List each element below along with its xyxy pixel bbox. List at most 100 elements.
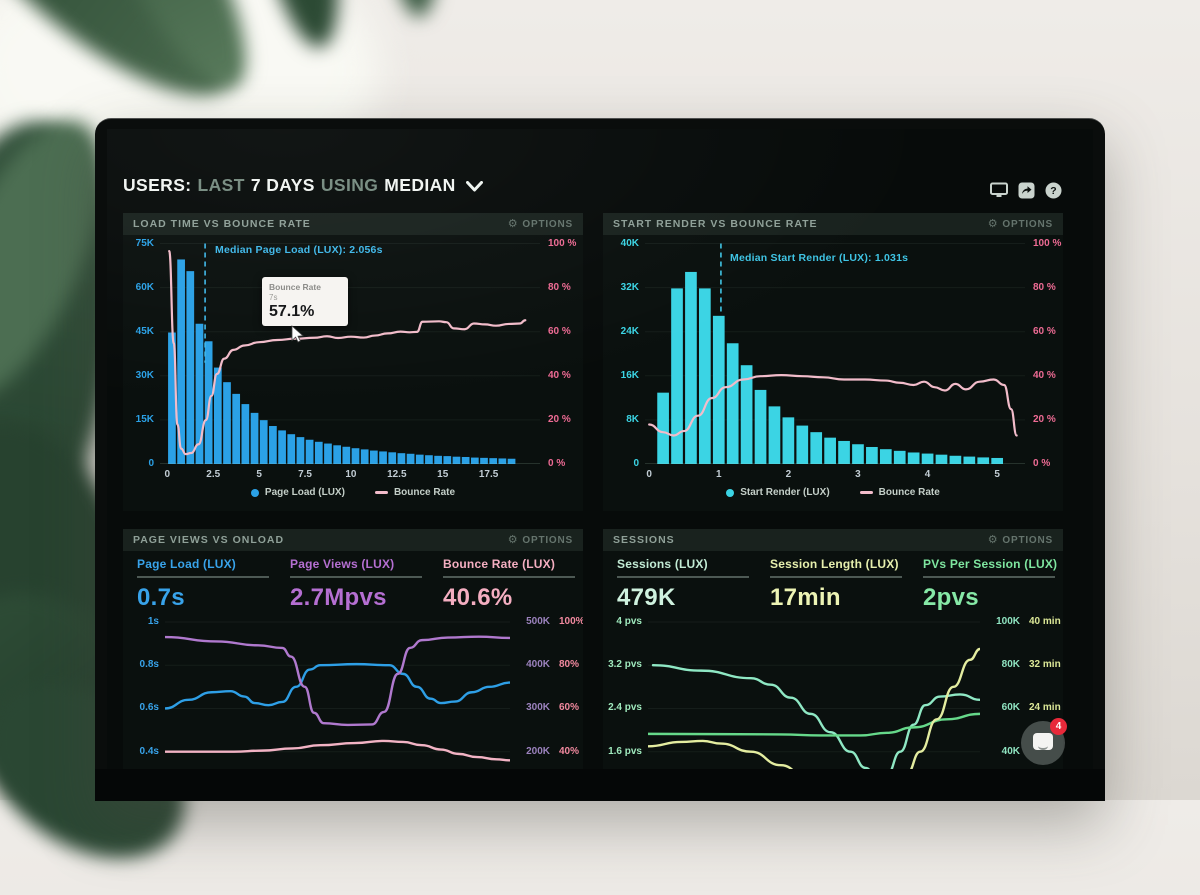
axis-tick: 300K 60% [526,702,580,714]
mouse-cursor [291,325,304,343]
axis-tick: 60K 24 min [1001,702,1061,714]
panel-load-time: LOAD TIME VS BOUNCE RATE ⚙ OPTIONS Median… [123,213,583,511]
legend-line [374,491,388,494]
panel-page-views: PAGE VIEWS VS ONLOAD ⚙ OPTIONS Page Load … [123,529,583,769]
stat-value: 17min [770,584,841,611]
tooltip-value: 57.1% [269,303,315,320]
axis-tick: 400K 80% [526,659,580,671]
axis-tick: 4 [924,469,931,480]
dashboard: USERS: LAST 7 DAYS USING MEDIAN ? LOAD T… [107,129,1093,769]
axis-tick: 17.5 [478,469,499,480]
stat-underline [443,576,575,578]
options-button[interactable]: ⚙ OPTIONS [508,535,573,546]
start-render-chart [645,243,1025,464]
stat-label: Page Views (LUX) [290,557,395,571]
panel-header: PAGE VIEWS VS ONLOAD ⚙ OPTIONS [123,529,583,551]
axis-tick: 0 [148,458,154,469]
options-button[interactable]: ⚙ OPTIONS [508,219,573,230]
axis-tick: 1.6 pvs [608,745,642,757]
axis-tick: 200K 40% [526,745,580,757]
legend-item[interactable]: Page Load (LUX) [250,487,345,498]
stat-underline [290,576,422,578]
page-views-chart [165,621,510,762]
sessions-chart [648,621,980,769]
stat-sessions: Sessions (LUX) 479K [617,557,757,612]
axis-tick: 3.2 pvs [608,659,642,671]
axis-tick: 7.5 [298,469,312,480]
legend-dot [726,488,735,497]
panel-header: START RENDER VS BOUNCE RATE ⚙ OPTIONS [603,213,1063,235]
stat-pvs-per-session: PVs Per Session (LUX) 2pvs [923,557,1063,612]
chat-button[interactable]: 4 [1021,718,1067,765]
axis-tick: 80 % [548,281,571,293]
axis-tick: 45K [135,325,154,337]
axis-tick: 0 [164,469,171,480]
help-icon[interactable]: ? [1044,181,1062,199]
axis-tick: 40K [620,237,639,249]
axis-tick: 30K [135,369,154,381]
axis-tick: 60 % [548,325,571,337]
legend-label: Bounce Rate [393,487,456,498]
panel-title: START RENDER VS BOUNCE RATE [613,218,818,230]
stats-row: Sessions (LUX) 479K Session Length (LUX)… [617,557,1063,612]
svg-text:?: ? [1050,185,1056,197]
axis-tick: 75K [135,237,154,249]
options-label: OPTIONS [1002,534,1053,546]
laptop-screen: USERS: LAST 7 DAYS USING MEDIAN ? LOAD T… [107,129,1093,769]
axis-tick: 2 [785,469,792,480]
stat-label: Bounce Rate (LUX) [443,557,556,571]
share-icon[interactable] [1017,181,1035,199]
gear-icon: ⚙ [507,534,519,546]
axis-tick: 40K [1001,745,1020,757]
stat-value: 40.6% [443,584,513,611]
panel-sessions: SESSIONS ⚙ OPTIONS Sessions (LUX) 479K Se… [603,529,1063,769]
stat-value: 2pvs [923,584,979,611]
title-median: MEDIAN [384,175,456,195]
panel-title: SESSIONS [613,534,675,546]
axis-tick: 12.5 [387,469,407,480]
dashboard-title-dropdown[interactable]: USERS: LAST 7 DAYS USING MEDIAN [123,175,483,196]
stat-value: 2.7Mpvs [290,584,387,611]
axis-tick: 100 % [1033,237,1062,249]
options-button[interactable]: ⚙ OPTIONS [988,219,1053,230]
median-annotation: Median Start Render (LUX): 1.031s [730,252,909,264]
monitor-icon[interactable] [990,181,1008,199]
stat-underline [923,576,1055,578]
axis-tick: 1 [715,469,722,480]
axis-tick: 0 % [548,458,566,469]
legend-label: Bounce Rate [878,487,940,498]
legend-item[interactable]: Bounce Rate [859,487,940,498]
panel-title: LOAD TIME VS BOUNCE RATE [133,218,311,230]
title-using: USING [320,175,379,195]
axis-tick: 40 % [548,369,571,381]
chart-legend: Page Load (LUX) Bounce Rate [123,487,583,498]
chevron-down-icon [465,181,483,192]
axis-tick: 0.6s [139,702,159,714]
gear-icon: ⚙ [987,218,999,230]
legend-item[interactable]: Bounce Rate [374,487,456,498]
legend-label: Start Render (LUX) [740,487,830,498]
title-last: LAST [197,175,245,195]
options-button[interactable]: ⚙ OPTIONS [988,535,1053,546]
panel-start-render: START RENDER VS BOUNCE RATE ⚙ OPTIONS Med… [603,213,1063,511]
gear-icon: ⚙ [507,218,519,230]
options-label: OPTIONS [522,218,573,230]
stat-label: Session Length (LUX) [770,557,899,571]
stat-label: PVs Per Session (LUX) [923,557,1058,571]
axis-tick: 3 [855,469,861,480]
stat-label: Page Load (LUX) [137,557,237,571]
axis-tick: 0 [633,458,639,469]
tooltip-title: Bounce Rate [269,282,321,292]
axis-tick: 24K [620,325,639,337]
axis-tick: 32K [620,281,639,293]
legend-dot [250,488,259,497]
stat-label: Sessions (LUX) [617,557,708,571]
panel-header: SESSIONS ⚙ OPTIONS [603,529,1063,551]
notification-badge: 4 [1050,718,1067,735]
axis-tick: 0.4s [139,745,159,757]
title-users: USERS: [123,175,192,195]
legend-item[interactable]: Start Render (LUX) [726,487,830,498]
axis-tick: 15 [437,469,449,480]
axis-tick: 0.8s [139,659,159,671]
axis-tick: 5 [994,469,1000,480]
